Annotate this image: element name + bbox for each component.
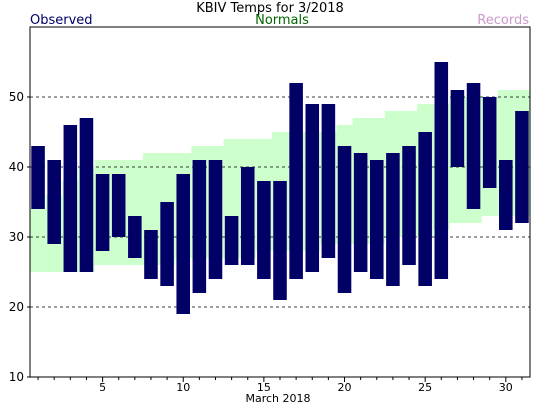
x-tick-label-5: 5 <box>99 381 106 394</box>
y-tick-label-10: 10 <box>9 370 24 384</box>
observed-bar-day-24 <box>402 146 416 265</box>
x-tick-label-30: 30 <box>499 381 513 394</box>
observed-bar-day-2 <box>47 160 61 244</box>
axes: 10 20 30 40 50 5 10 15 20 25 30 <box>9 26 531 394</box>
x-axis-label: March 2018 <box>245 392 310 405</box>
observed-bar-day-29 <box>482 97 497 188</box>
y-tick-label-20: 20 <box>9 300 24 314</box>
observed-bar-day-26 <box>434 62 449 279</box>
observed-bar-day-22 <box>370 160 384 279</box>
observed-bar-day-23 <box>386 153 400 286</box>
observed-bar-day-25 <box>418 132 432 286</box>
observed-bar-day-19 <box>321 104 336 258</box>
y-tick-label-30: 30 <box>9 230 24 244</box>
observed-bar-day-13 <box>224 216 239 265</box>
observed-bar-day-5 <box>95 174 110 251</box>
observed-bar-day-7 <box>128 216 142 258</box>
chart-title: KBIV Temps for 3/2018 <box>196 1 344 16</box>
legend-records: Records <box>477 13 529 28</box>
y-tick-label-40: 40 <box>9 160 24 174</box>
observed-bars <box>31 62 529 314</box>
observed-bar-day-3 <box>63 125 78 272</box>
observed-bar-day-27 <box>450 90 465 167</box>
observed-bar-day-6 <box>111 174 126 237</box>
observed-bar-day-15 <box>257 181 271 279</box>
observed-bar-day-16 <box>273 181 287 300</box>
observed-bar-day-17 <box>289 83 303 279</box>
x-tick-label-15: 15 <box>257 381 271 394</box>
y-tick-label-50: 50 <box>9 90 24 104</box>
observed-bar-day-11 <box>192 160 207 293</box>
observed-bar-day-14 <box>240 167 255 265</box>
observed-bar-day-28 <box>466 83 481 209</box>
observed-bar-day-18 <box>305 104 320 272</box>
observed-bar-day-30 <box>499 160 513 230</box>
observed-bar-day-4 <box>79 118 94 272</box>
observed-bar-day-12 <box>208 160 223 279</box>
observed-bar-day-1 <box>31 146 45 209</box>
observed-bar-day-31 <box>515 111 529 223</box>
observed-bar-day-20 <box>337 146 352 293</box>
x-tick-label-20: 20 <box>338 381 352 394</box>
legend-normals: Normals <box>255 13 309 28</box>
x-tick-label-25: 25 <box>418 381 432 394</box>
observed-bar-day-9 <box>160 202 174 286</box>
observed-bar-day-10 <box>176 174 190 314</box>
x-tick-label-10: 10 <box>176 381 190 394</box>
observed-bar-day-8 <box>144 230 158 279</box>
observed-bar-day-21 <box>353 153 368 272</box>
legend-observed: Observed <box>30 13 93 28</box>
normals-band-day-1 <box>30 209 47 272</box>
